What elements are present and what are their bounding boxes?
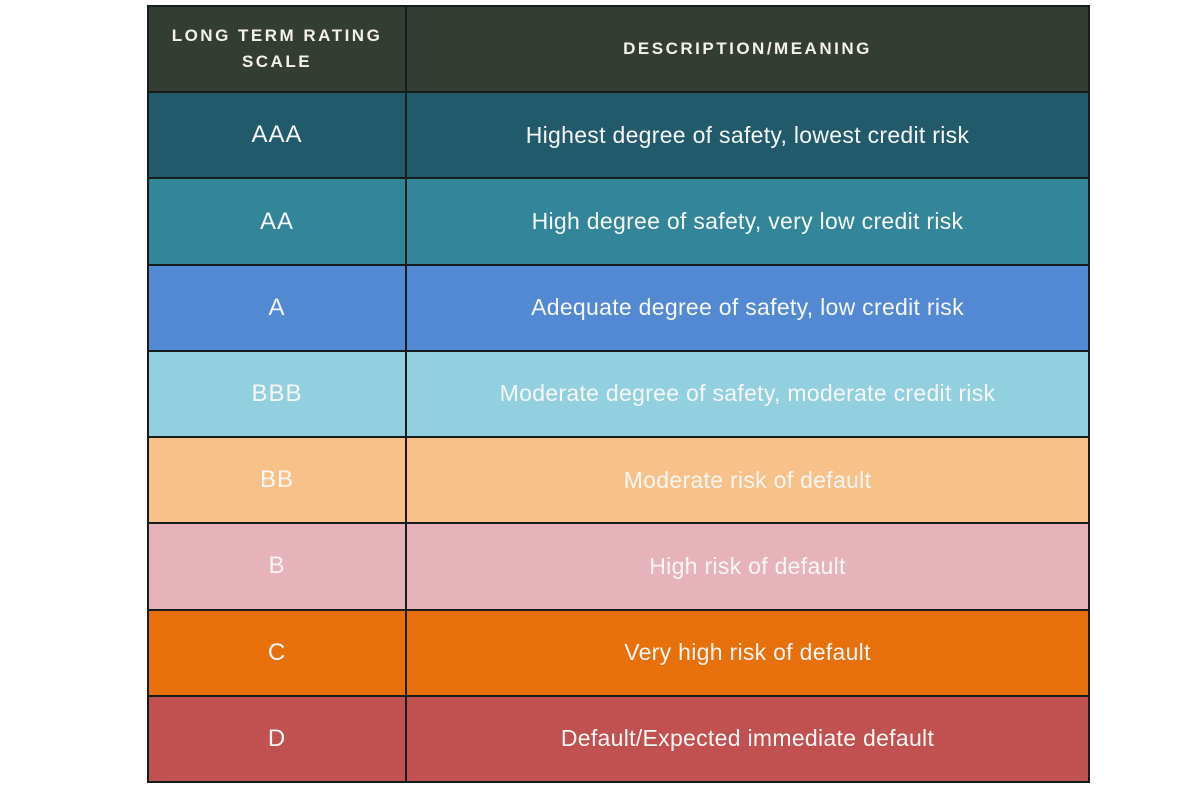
table-row-aaa: AAA Highest degree of safety, lowest cre… [149,91,1088,178]
description-cell: Adequate degree of safety, low credit ri… [531,294,964,321]
description-cell: High risk of default [649,552,846,579]
description-cell: High degree of safety, very low credit r… [531,208,964,235]
description-cell: Default/Expected immediate default [560,725,935,752]
description-cell: Highest degree of safety, lowest credit … [525,121,970,148]
table-row-c: C Very high risk of default [149,608,1088,695]
rating-cell: AAA [149,93,407,178]
table-row-a: A Adequate degree of safety, low credit … [149,263,1088,350]
description-cell: Very high risk of default [624,639,871,666]
table-row-bb: BB Moderate risk of default [149,436,1088,523]
description-cell: Moderate degree of safety, moderate cred… [499,380,996,407]
rating-cell: AA [149,179,407,264]
table-row-bbb: BBB Moderate degree of safety, moderate … [149,349,1088,437]
rating-cell: BBB [149,351,407,437]
table-row-aa: AA High degree of safety, very low credi… [149,177,1088,264]
rating-cell: B [149,524,407,609]
rating-cell: D [149,696,407,781]
rating-cell: C [149,610,407,695]
table-row-d: D Default/Expected immediate default [149,694,1088,781]
rating-cell: A [149,265,407,350]
rating-cell: BB [149,438,407,523]
table-row-b: B High risk of default [149,522,1088,609]
table-header-row: LONG TERM RATING SCALE DESCRIPTION/MEANI… [149,7,1088,92]
credit-rating-table: LONG TERM RATING SCALE DESCRIPTION/MEANI… [147,5,1090,783]
description-cell: Moderate risk of default [623,466,872,493]
column-header-rating-scale: LONG TERM RATING SCALE [149,7,407,92]
column-header-description: DESCRIPTION/MEANING [623,38,872,58]
